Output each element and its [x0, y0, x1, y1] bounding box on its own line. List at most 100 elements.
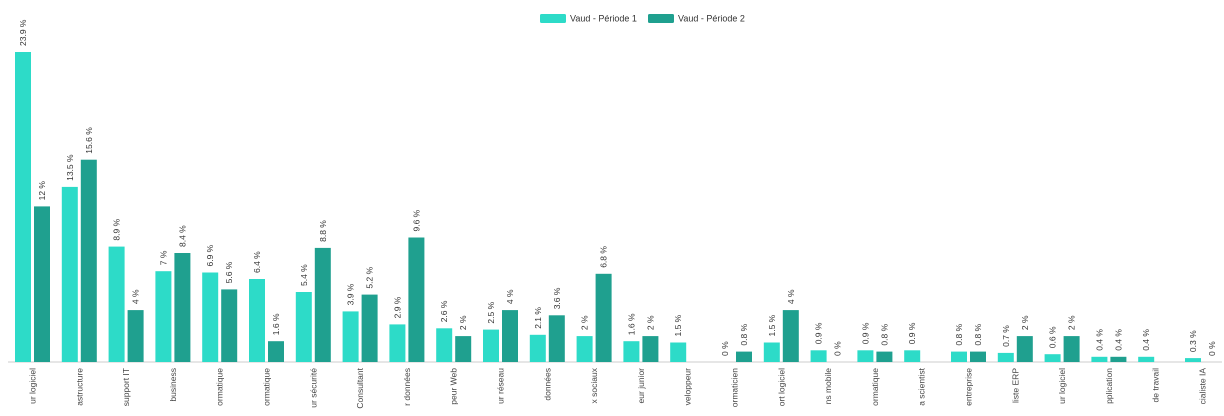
bar-series-1-19[interactable] — [904, 350, 921, 362]
value-label-series-1-23: 0.4 % — [1094, 329, 1104, 351]
bar-series-2-18[interactable] — [876, 351, 893, 362]
x-tick-label-22: ur logiciel — [1057, 368, 1067, 404]
bar-series-2-15[interactable] — [736, 351, 752, 362]
bar-series-2-11[interactable] — [548, 315, 565, 362]
value-label-series-2-11: 3.6 % — [552, 287, 562, 309]
bar-series-2-0[interactable] — [34, 206, 50, 362]
x-tick-label-15: ormaticien — [730, 368, 740, 407]
bar-series-1-21[interactable] — [997, 352, 1014, 362]
bar-series-1-20[interactable] — [951, 351, 967, 362]
x-tick-label-9: peur Web — [449, 368, 459, 405]
bar-series-1-9[interactable] — [436, 328, 453, 362]
legend-swatch-series-1 — [540, 14, 566, 23]
x-tick-label-23: pplication — [1104, 368, 1114, 404]
x-tick-label-3: business — [168, 368, 178, 402]
value-label-series-2-6: 8.8 % — [318, 220, 328, 242]
value-label-series-2-15: 0.8 % — [739, 323, 749, 345]
bar-series-1-10[interactable] — [483, 329, 499, 362]
x-tick-label-7: Consultant — [355, 367, 365, 408]
bar-series-2-4[interactable] — [221, 289, 238, 362]
bar-series-1-16[interactable] — [763, 342, 780, 363]
value-label-series-1-1: 13.5 % — [65, 154, 75, 181]
value-label-series-2-21: 2 % — [1020, 315, 1030, 330]
bar-series-2-2[interactable] — [127, 310, 144, 362]
bar-series-1-6[interactable] — [295, 292, 312, 362]
bar-series-1-14[interactable] — [670, 342, 687, 363]
bar-series-1-3[interactable] — [155, 271, 172, 362]
bar-series-1-25[interactable] — [1185, 358, 1201, 362]
value-label-series-2-4: 5.6 % — [224, 261, 234, 283]
x-tick-label-20: entreprise — [964, 368, 974, 406]
bar-series-2-16[interactable] — [782, 310, 799, 362]
value-label-series-1-25: 0.3 % — [1188, 330, 1198, 352]
bar-series-2-3[interactable] — [174, 253, 191, 362]
value-label-series-2-20: 0.8 % — [973, 323, 983, 345]
value-label-series-2-9: 2 % — [458, 315, 468, 330]
bar-series-1-18[interactable] — [857, 350, 874, 362]
value-labels-group: 23.9 % 12 % 13.5 % 15.6 % 8.9 % 4 % 7 % 8.4 % 6.… — [18, 19, 1217, 356]
bar-series-1-0[interactable] — [15, 52, 31, 362]
bar-series-2-9[interactable] — [455, 336, 472, 362]
bar-series-1-2[interactable] — [108, 246, 125, 362]
x-tick-label-18: ormatique — [870, 368, 880, 406]
legend: Vaud - Période 1 Vaud - Période 2 — [540, 14, 745, 24]
bar-series-2-5[interactable] — [268, 341, 284, 362]
value-label-series-1-17: 0.9 % — [814, 322, 824, 344]
value-label-series-1-3: 7 % — [158, 250, 168, 265]
x-tick-label-10: ur réseau — [496, 368, 506, 404]
bar-series-1-22[interactable] — [1044, 354, 1061, 362]
bar-series-1-12[interactable] — [576, 336, 593, 362]
legend-label-series-2: Vaud - Période 2 — [678, 14, 745, 24]
x-tick-label-13: eur junior — [636, 368, 646, 404]
bar-series-2-13[interactable] — [642, 336, 659, 362]
bar-series-1-8[interactable] — [389, 324, 406, 362]
value-label-series-2-5: 1.6 % — [271, 313, 281, 335]
bar-series-1-4[interactable] — [202, 272, 219, 363]
bar-series-2-23[interactable] — [1110, 356, 1127, 362]
legend-swatch-series-2 — [648, 14, 674, 23]
value-label-series-2-3: 8.4 % — [177, 225, 187, 247]
x-tick-label-16: ort logiciel — [776, 368, 786, 406]
bar-series-2-1[interactable] — [80, 159, 97, 362]
value-label-series-1-16: 1.5 % — [767, 314, 777, 336]
legend-item-series-2[interactable]: Vaud - Période 2 — [648, 14, 745, 24]
x-tick-label-24: de travail — [1151, 368, 1161, 403]
value-label-series-1-13: 1.6 % — [626, 313, 636, 335]
legend-item-series-1[interactable]: Vaud - Période 1 — [540, 14, 637, 24]
bar-series-2-10[interactable] — [502, 310, 518, 362]
bar-series-2-6[interactable] — [314, 247, 331, 362]
bar-series-2-7[interactable] — [361, 294, 378, 362]
bar-series-2-22[interactable] — [1063, 336, 1080, 362]
value-label-series-1-9: 2.6 % — [439, 300, 449, 322]
bar-series-2-20[interactable] — [970, 351, 986, 362]
bar-series-2-8[interactable] — [408, 237, 425, 363]
legend-label-series-1: Vaud - Période 1 — [570, 14, 637, 24]
value-label-series-2-16: 4 % — [786, 289, 796, 304]
x-tick-label-25: cialiste IA — [1198, 368, 1208, 405]
value-label-series-2-23: 0.4 % — [1113, 329, 1123, 351]
value-label-series-1-0: 23.9 % — [18, 19, 28, 46]
bar-series-1-17[interactable] — [810, 350, 827, 362]
bar-series-1-11[interactable] — [529, 334, 546, 362]
bar-series-2-21[interactable] — [1016, 336, 1033, 362]
bar-series-1-13[interactable] — [623, 341, 640, 362]
value-label-series-1-15: 0 % — [720, 341, 730, 356]
bar-series-1-23[interactable] — [1091, 356, 1108, 362]
value-label-series-1-8: 2.9 % — [392, 296, 402, 318]
value-label-series-1-20: 0.8 % — [954, 323, 964, 345]
x-tick-label-14: veloppeur — [683, 368, 693, 406]
x-tick-label-4: ormatique — [215, 368, 225, 406]
x-tick-label-21: liste ERP — [1010, 368, 1020, 403]
value-label-series-2-25: 0 % — [1207, 341, 1217, 356]
value-label-series-1-4: 6.9 % — [205, 244, 215, 266]
value-label-series-1-5: 6.4 % — [252, 251, 262, 273]
bar-series-1-5[interactable] — [249, 279, 265, 362]
value-label-series-1-24: 0.4 % — [1141, 329, 1151, 351]
bar-series-1-7[interactable] — [342, 311, 359, 362]
x-tick-label-5: ormatique — [262, 368, 272, 406]
bar-series-1-24[interactable] — [1138, 356, 1155, 362]
bar-series-1-1[interactable] — [61, 186, 78, 362]
x-tick-label-6: ur sécurité — [308, 368, 318, 408]
bar-series-2-12[interactable] — [595, 273, 612, 362]
